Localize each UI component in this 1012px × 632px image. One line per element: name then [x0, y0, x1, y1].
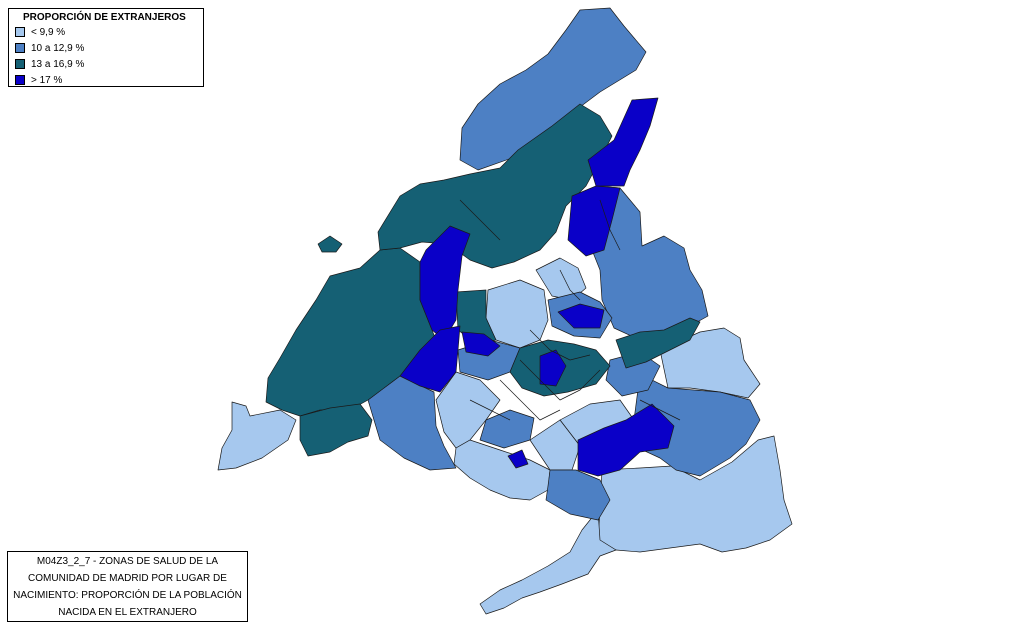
zone-metro-east	[615, 317, 701, 369]
zones-over-17	[399, 97, 675, 477]
caption-line: COMUNIDAD DE MADRID POR LUGAR DE	[28, 573, 227, 584]
zones-10-12-9	[367, 7, 761, 521]
legend-item: 13 a 16,9 %	[9, 56, 203, 72]
map-legend: PROPORCIÓN DE EXTRANJEROS < 9,9 % 10 a 1…	[8, 8, 204, 87]
zone-northeast-small	[535, 257, 587, 301]
zone-north	[459, 7, 647, 171]
zone-boundaries	[459, 199, 681, 421]
legend-swatch	[15, 43, 25, 53]
legend-item: < 9,9 %	[9, 24, 203, 40]
zone-southeast	[597, 435, 793, 553]
zones-13-16-9	[265, 103, 701, 457]
zone-west-large	[265, 247, 441, 417]
caption-line: NACIMIENTO: PROPORCIÓN DE LA POBLACIÓN	[13, 590, 242, 601]
zone-west-blue-small	[461, 331, 501, 357]
zone-northeast-strip	[587, 97, 659, 187]
zone-east-1	[659, 327, 761, 399]
zone-south-metro	[453, 439, 551, 501]
zone-north-metro-blue	[557, 303, 605, 329]
legend-item-label: 10 a 12,9 %	[31, 42, 85, 54]
zone-northwest-blue	[419, 225, 471, 341]
map-caption: M04Z3_2_7 - ZONAS DE SALUD DE LA COMUNID…	[7, 551, 248, 622]
legend-item-label: 13 a 16,9 %	[31, 58, 85, 70]
zone-southeast-blue	[577, 403, 675, 477]
zone-south-corridor	[479, 509, 617, 615]
zone-northeast-strip-2	[567, 185, 621, 257]
zone-metro-sw	[479, 409, 535, 449]
legend-swatch	[15, 59, 25, 69]
legend-item: > 17 %	[9, 72, 203, 88]
zone-metro-blue-2	[507, 449, 529, 469]
zone-west-south	[299, 403, 373, 457]
zone-central-light	[529, 419, 581, 471]
legend-title: PROPORCIÓN DE EXTRANJEROS	[23, 12, 186, 23]
zone-west-blue	[399, 325, 461, 393]
legend-swatch	[15, 27, 25, 37]
zone-outer-small	[317, 235, 343, 253]
zone-southwest-tip	[217, 401, 297, 471]
caption-line: NACIDA EN EL EXTRANJERO	[58, 607, 197, 618]
zone-northeast	[587, 185, 709, 341]
legend-swatch	[15, 75, 25, 85]
legend-item-label: < 9,9 %	[31, 26, 66, 38]
zone-metro-blue-1	[539, 349, 567, 387]
legend-item: 10 a 12,9 %	[9, 40, 203, 56]
legend-item-label: > 17 %	[31, 74, 63, 86]
zone-south-2	[545, 469, 611, 521]
caption-line: M04Z3_2_7 - ZONAS DE SALUD DE LA	[36, 556, 219, 567]
